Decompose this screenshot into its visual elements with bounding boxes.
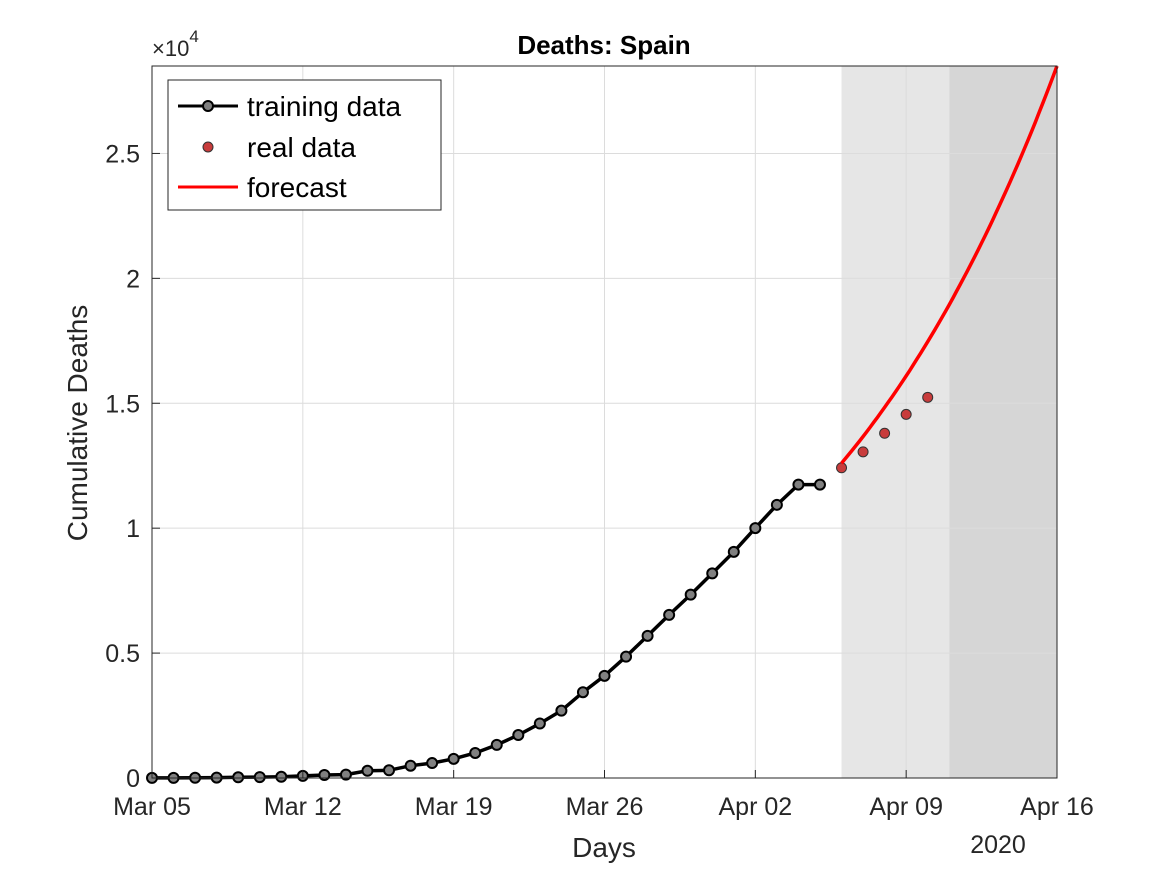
training-data-point — [663, 608, 676, 621]
y-tick-label: 1.5 — [105, 390, 140, 418]
y-tick-label: 0 — [126, 765, 140, 793]
training-data-point — [641, 629, 654, 642]
x-axis-title: Days — [572, 832, 636, 863]
training-data-point — [706, 567, 719, 580]
legend-real-marker — [202, 141, 214, 153]
real-data-point — [900, 408, 912, 420]
training-data-point — [339, 768, 352, 781]
legend-forecast-label: forecast — [247, 172, 347, 203]
y-exponent-label: ×104 — [152, 27, 199, 61]
legend-real-label: real data — [247, 132, 356, 163]
training-data-point — [512, 729, 525, 742]
y-exponent-base: ×10 — [152, 36, 189, 61]
x-tick-label: Apr 16 — [1020, 793, 1094, 821]
legend-training-label: training data — [247, 91, 402, 122]
training-data-point — [447, 752, 460, 765]
x-tick-label: Mar 05 — [113, 793, 191, 821]
y-exponent-power: 4 — [189, 27, 198, 46]
x-tick-label: Apr 02 — [718, 793, 792, 821]
training-data-point — [383, 764, 396, 777]
training-data-point — [469, 746, 482, 759]
legend-training-marker — [202, 100, 214, 112]
training-data-point — [727, 545, 740, 558]
x-tick-label: Mar 19 — [415, 793, 493, 821]
real-data-point — [879, 427, 891, 439]
shaded-region-2 — [949, 66, 1057, 778]
training-data-point — [533, 717, 546, 730]
y-tick-label: 2 — [126, 265, 140, 293]
legend: training data real data forecast — [167, 79, 442, 211]
training-data-point — [275, 770, 288, 783]
training-data-point — [232, 771, 245, 784]
plot-series — [146, 65, 1059, 784]
training-data-point — [620, 650, 633, 663]
year-label: 2020 — [970, 831, 1026, 859]
training-data-point — [749, 522, 762, 535]
training-data-point — [555, 704, 568, 717]
y-tick-label: 0.5 — [105, 640, 140, 668]
real-data-point — [922, 391, 934, 403]
training-data-point — [813, 478, 826, 491]
forecast-line — [840, 65, 1059, 465]
training-data-point — [426, 757, 439, 770]
training-data-point — [770, 498, 783, 511]
x-tick-label: Apr 09 — [869, 793, 943, 821]
training-data-point — [576, 686, 589, 699]
y-tick-label: 2.5 — [105, 140, 140, 168]
y-tick-label: 1 — [126, 515, 140, 543]
training-data-point — [253, 771, 266, 784]
training-data-point — [318, 769, 331, 782]
training-data-point — [404, 759, 417, 772]
training-data-point — [684, 588, 697, 601]
x-tick-label: Mar 26 — [566, 793, 644, 821]
axes: Mar 05 Mar 12 Mar 19 Mar 26 Apr 02 Apr 09 Apr … — [105, 140, 1094, 821]
x-tick-label: Mar 12 — [264, 793, 342, 821]
chart-title: Deaths: Spain — [517, 30, 690, 60]
training-data-point — [490, 738, 503, 751]
shaded-region-1 — [841, 66, 950, 778]
real-data-point — [857, 446, 869, 458]
y-axis-title: Cumulative Deaths — [62, 305, 93, 542]
training-data-point — [361, 764, 374, 777]
training-data-point — [792, 478, 805, 491]
real-data-point — [836, 462, 848, 474]
training-data-point — [598, 669, 611, 682]
forecast-shading — [841, 66, 1057, 778]
